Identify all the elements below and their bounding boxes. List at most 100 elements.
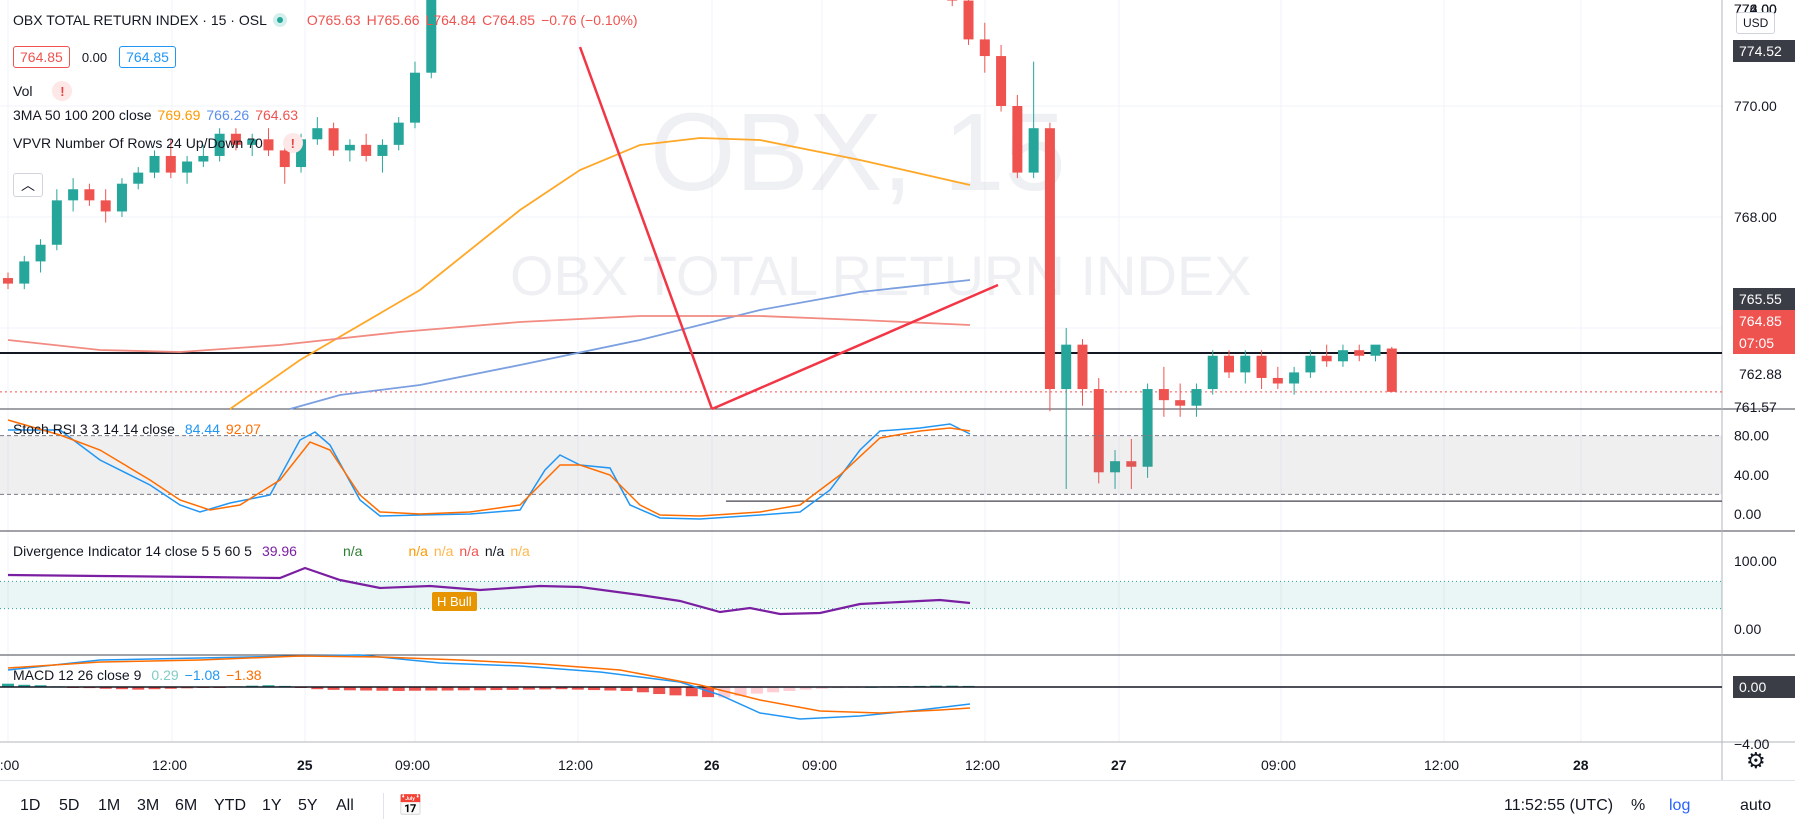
time-axis-label: 09:00: [802, 757, 837, 773]
warning-icon[interactable]: !: [282, 133, 303, 153]
macd-hist-value: 0.29: [151, 667, 179, 683]
candle-body: [1354, 350, 1365, 356]
stoch-k-value: 84.44: [184, 421, 220, 437]
divergence-legend[interactable]: Divergence Indicator 14 close 5 5 60 5 3…: [13, 543, 530, 559]
timeframe-3m[interactable]: 3M: [137, 797, 160, 814]
ohlc-open: O765.63: [306, 12, 361, 28]
macd-histogram-bar: [571, 687, 584, 690]
macd-histogram-bar: [425, 687, 438, 691]
macd-histogram-bar: [2, 683, 14, 687]
macd-legend[interactable]: MACD 12 26 close 9 0.29 −1.08 −1.38: [13, 667, 262, 683]
percent-toggle[interactable]: %: [1631, 797, 1646, 814]
timeframe-1y[interactable]: 1Y: [262, 797, 282, 814]
level-tag: 765.55: [1733, 288, 1795, 310]
candle-body: [296, 139, 307, 168]
collapse-legend-button[interactable]: ︿: [13, 173, 43, 197]
macd-histogram-bar: [360, 687, 373, 691]
macd-histogram-bar: [262, 685, 275, 687]
warning-icon[interactable]: !: [52, 81, 73, 101]
timeframe-5y[interactable]: 5Y: [298, 797, 318, 814]
macd-histogram-bar: [376, 687, 389, 691]
stoch-legend[interactable]: Stoch RSI 3 3 14 14 close 84.44 92.07: [13, 421, 261, 437]
timeframe-1m[interactable]: 1M: [98, 797, 121, 814]
candle-body: [344, 144, 355, 151]
macd-histogram-bar: [669, 687, 682, 696]
ma50-value: 769.69: [157, 107, 201, 123]
timeframe-6m[interactable]: 6M: [175, 797, 198, 814]
candle-body: [328, 128, 339, 151]
div-na-5: n/a: [484, 543, 505, 559]
ask-button[interactable]: 764.85: [119, 46, 176, 68]
macd-signal-line: [7, 655, 971, 714]
macd-value: −1.08: [184, 667, 221, 683]
vpvr-legend[interactable]: VPVR Number Of Rows 24 Up/Down 70 !: [13, 133, 303, 153]
symbol-title[interactable]: OBX TOTAL RETURN INDEX · 15 · OSL: [13, 12, 267, 28]
candle-body: [230, 133, 241, 145]
macd-histogram-bar: [18, 684, 31, 687]
macd-line: [7, 654, 971, 720]
candle-body: [165, 155, 176, 173]
candle-body: [1256, 355, 1267, 378]
stoch-d-value: 92.07: [225, 421, 261, 437]
candle-body: [426, 0, 437, 73]
macd-histogram-bar: [620, 687, 633, 691]
price-axis-label: 761.57: [1734, 399, 1777, 415]
timeframe-ytd[interactable]: YTD: [214, 797, 246, 814]
candle-body: [35, 244, 46, 262]
stoch-k-line: [8, 423, 971, 520]
candle-body: [68, 189, 79, 201]
auto-toggle[interactable]: auto: [1740, 797, 1772, 814]
macd-histogram-bar: [539, 687, 552, 690]
stoch-d-line: [7, 419, 971, 517]
market-status-dot: [272, 13, 287, 27]
candle-body: [1142, 389, 1153, 467]
ohlc-high: H765.66: [366, 12, 420, 28]
vol-legend[interactable]: Vol !: [13, 81, 73, 101]
div-label: Divergence Indicator 14 close 5 5 60 5: [13, 543, 252, 559]
time-axis-label: 26: [704, 757, 720, 773]
candle-body: [1110, 461, 1121, 473]
support-tag: 762.88: [1733, 363, 1795, 385]
candle-body: [377, 144, 388, 156]
time-axis-label: 12:00: [152, 757, 187, 773]
settings-gear-icon[interactable]: ⚙: [1746, 748, 1766, 773]
timeframe-all[interactable]: All: [336, 797, 354, 814]
bid-button[interactable]: 764.85: [13, 46, 70, 68]
time-axis-label: 09:00: [395, 757, 430, 773]
candle-body: [996, 56, 1007, 106]
watermark-symbol: OBX, 15: [650, 91, 1066, 214]
candle-body: [1370, 344, 1381, 356]
price-axis-label: 768.00: [1734, 209, 1777, 225]
candle-body: [133, 172, 144, 184]
countdown-tag: 07:05: [1733, 332, 1795, 354]
macd-histogram-bar: [816, 687, 828, 689]
macd-histogram-bar: [702, 687, 715, 698]
time-axis-label: 12:00: [1424, 757, 1459, 773]
log-toggle[interactable]: log: [1669, 797, 1691, 814]
candle-body: [116, 183, 127, 212]
candle-body: [149, 155, 160, 173]
vol-label: Vol: [13, 83, 33, 99]
macd-histogram-bar: [148, 687, 161, 690]
ohlc-close: C764.85: [482, 12, 536, 28]
currency-button[interactable]: USD: [1736, 12, 1776, 34]
candle-body: [279, 150, 290, 168]
candle-body: [1272, 377, 1283, 384]
time-axis-label: 12:00: [558, 757, 593, 773]
utc-clock[interactable]: 11:52:55 (UTC): [1504, 797, 1614, 814]
timeframe-1d[interactable]: 1D: [20, 797, 41, 814]
timeframe-5d[interactable]: 5D: [59, 797, 80, 814]
time-axis-label: 27: [1111, 757, 1127, 773]
candle-body: [51, 200, 62, 245]
ma-legend[interactable]: 3MA 50 100 200 close 769.69 766.26 764.6…: [13, 107, 298, 123]
candle-body: [410, 72, 420, 123]
ma200-line: [7, 315, 971, 353]
candle-body: [84, 189, 95, 201]
macd-histogram-bar: [604, 687, 617, 691]
stoch-band: [0, 435, 1722, 495]
candle-body: [214, 133, 225, 156]
calendar-goto-icon[interactable]: 📅: [398, 795, 423, 817]
separator: [383, 793, 384, 819]
candle-body: [19, 261, 30, 284]
